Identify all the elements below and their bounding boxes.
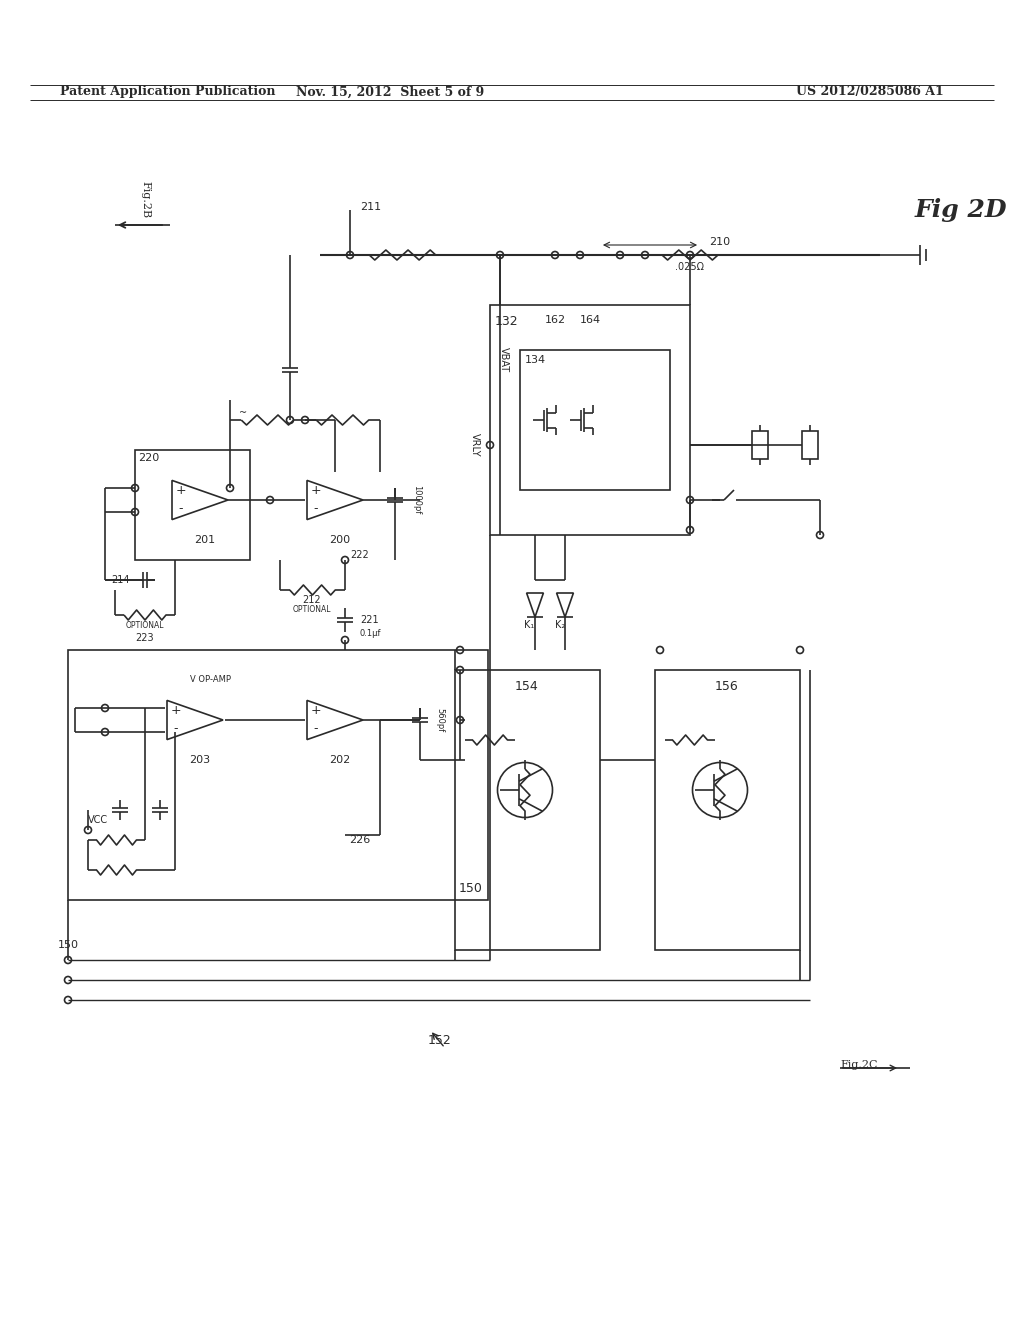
Text: -: - xyxy=(313,722,318,735)
Text: Nov. 15, 2012  Sheet 5 of 9: Nov. 15, 2012 Sheet 5 of 9 xyxy=(296,86,484,99)
Bar xyxy=(455,671,600,950)
Text: 223: 223 xyxy=(136,634,155,643)
Text: +: + xyxy=(176,484,186,498)
Text: 210: 210 xyxy=(710,238,730,247)
Text: 162: 162 xyxy=(545,315,565,325)
Text: 132: 132 xyxy=(495,315,518,327)
Text: 0.1μf: 0.1μf xyxy=(360,628,382,638)
Text: Fig.2C: Fig.2C xyxy=(840,1060,878,1071)
Text: 156: 156 xyxy=(715,680,739,693)
Text: US 2012/0285086 A1: US 2012/0285086 A1 xyxy=(796,86,944,99)
Text: 214: 214 xyxy=(112,576,130,585)
Text: -: - xyxy=(313,503,318,516)
Text: 154: 154 xyxy=(515,680,539,693)
Text: 226: 226 xyxy=(349,836,371,845)
Text: Fig.2B: Fig.2B xyxy=(140,181,150,219)
Text: 212: 212 xyxy=(303,595,322,605)
Text: OPTIONAL: OPTIONAL xyxy=(126,620,164,630)
Text: 203: 203 xyxy=(189,755,211,766)
Text: 150: 150 xyxy=(57,940,79,950)
Text: 202: 202 xyxy=(330,755,350,766)
Text: 164: 164 xyxy=(580,315,600,325)
Bar xyxy=(655,671,800,950)
Bar xyxy=(520,350,670,490)
Text: 222: 222 xyxy=(350,550,369,560)
Bar xyxy=(68,649,488,900)
Text: Patent Application Publication: Patent Application Publication xyxy=(60,86,275,99)
Text: VRLY: VRLY xyxy=(470,433,480,457)
Text: 211: 211 xyxy=(360,202,381,213)
Text: K₂: K₂ xyxy=(555,620,565,630)
Text: -: - xyxy=(174,722,178,735)
Text: 220: 220 xyxy=(138,453,160,463)
Text: +: + xyxy=(171,705,181,718)
Text: V OP-AMP: V OP-AMP xyxy=(189,676,230,685)
Text: 1000pf: 1000pf xyxy=(412,486,421,515)
Text: -: - xyxy=(179,503,183,516)
Bar xyxy=(135,450,250,560)
Text: +: + xyxy=(310,705,322,718)
Text: Fig 2D: Fig 2D xyxy=(915,198,1008,222)
Text: OPTIONAL: OPTIONAL xyxy=(293,606,331,615)
Text: 201: 201 xyxy=(195,535,216,545)
Text: 134: 134 xyxy=(525,355,546,366)
Bar xyxy=(490,305,690,535)
Text: 200: 200 xyxy=(330,535,350,545)
Text: ~: ~ xyxy=(239,408,247,418)
Text: 560pf: 560pf xyxy=(435,708,444,733)
Text: 150: 150 xyxy=(459,882,483,895)
Text: VBAT: VBAT xyxy=(499,347,509,372)
Text: .025Ω: .025Ω xyxy=(676,261,705,272)
Text: VCC: VCC xyxy=(88,814,109,825)
Text: +: + xyxy=(310,484,322,498)
Text: 221: 221 xyxy=(360,615,379,624)
Text: 152: 152 xyxy=(428,1034,452,1047)
Text: K₁: K₁ xyxy=(524,620,535,630)
